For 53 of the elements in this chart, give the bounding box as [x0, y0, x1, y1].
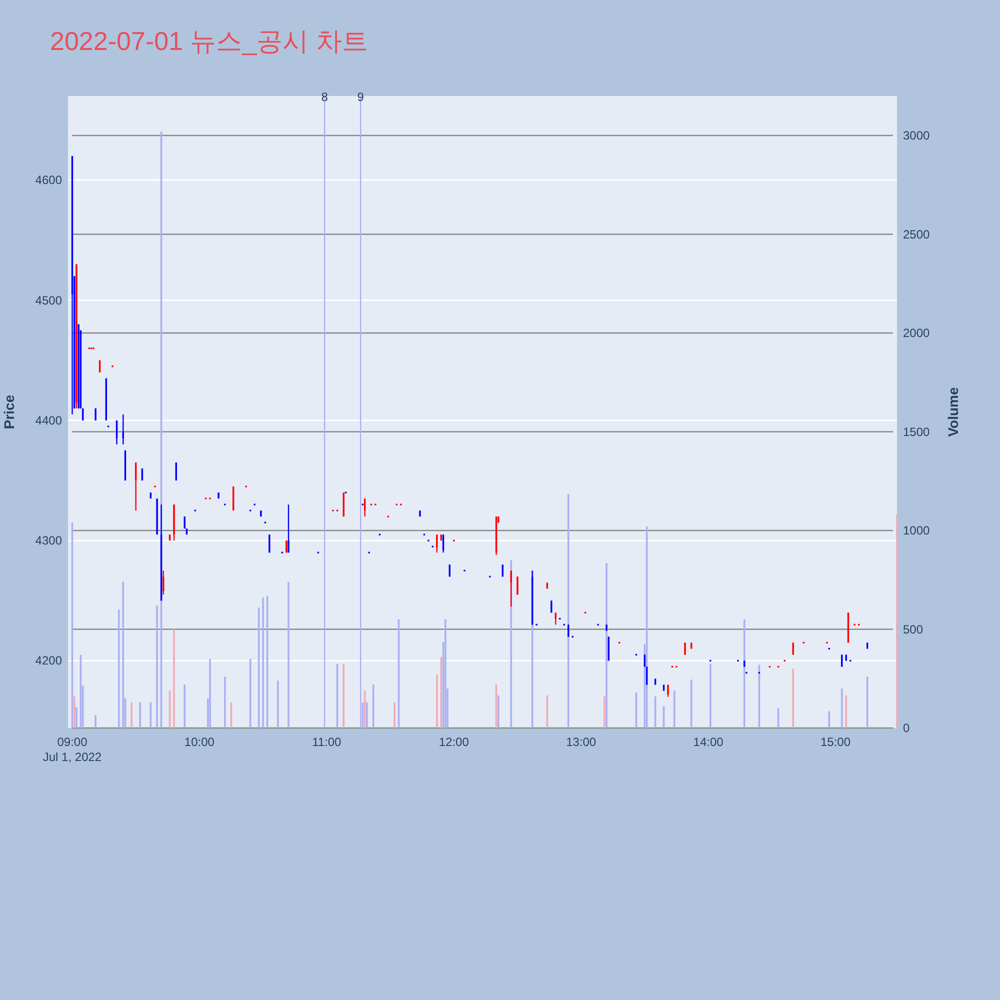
x-tick-label: 09:00 Jul 1, 2022 — [42, 735, 102, 764]
candlestick — [436, 534, 438, 554]
candlestick — [550, 600, 552, 614]
candlestick — [644, 654, 646, 668]
candlestick — [141, 468, 144, 482]
y-tick-label: 4600 — [35, 173, 62, 188]
x-tick-label: 11:00 — [312, 735, 342, 749]
y2-axis-title: Volume — [945, 387, 961, 437]
ref-line-label: 8 — [321, 90, 328, 104]
candlestick — [841, 654, 843, 668]
candlestick — [684, 642, 686, 656]
y-tick-label: 4500 — [35, 293, 62, 308]
candlestick — [82, 408, 84, 422]
candlestick — [286, 540, 288, 554]
y2-tick-label: 0 — [903, 721, 910, 735]
x-tick-label: 14:00 — [693, 735, 724, 749]
candlestick — [568, 624, 570, 638]
candlestick — [646, 666, 648, 686]
y-tick-label: 4300 — [35, 534, 62, 548]
candlestick — [516, 576, 518, 596]
x-tick-label: 15:00 — [820, 735, 851, 749]
candlestick — [268, 534, 270, 554]
y2-tick-label: 500 — [903, 622, 924, 636]
x-tick-label: 12:00 — [438, 735, 470, 749]
candlestick — [98, 360, 101, 373]
x-tick-label: 13:00 — [566, 735, 596, 749]
candlestick — [156, 498, 158, 536]
y2-tick-label: 1500 — [903, 424, 930, 439]
y-axis-title: Price — [1, 394, 17, 430]
candlestick — [94, 408, 96, 422]
y-tick-label: 4400 — [35, 413, 62, 428]
y-tick-label: 4200 — [35, 654, 62, 668]
y2-tick-label: 2000 — [903, 326, 930, 340]
candlestick — [260, 510, 262, 518]
candlestick — [76, 264, 78, 409]
x-tick-label: 10:00 — [184, 735, 215, 749]
chart-title: 2022-07-01 뉴스_공시 차트 — [50, 26, 368, 56]
candlestick — [184, 516, 186, 530]
candlestick — [448, 564, 450, 578]
y2-tick-label: 2500 — [903, 227, 930, 242]
y2-tick-label: 3000 — [903, 128, 930, 142]
ref-line-label: 9 — [357, 90, 364, 104]
candlestick — [162, 570, 164, 596]
candlestick — [288, 504, 290, 554]
candlestick — [667, 684, 669, 698]
candlestick — [502, 564, 504, 578]
y2-tick-label: 1000 — [903, 524, 930, 538]
candlestick — [419, 510, 421, 518]
candlestick — [606, 624, 608, 632]
candlestick — [792, 642, 794, 656]
candlestick — [175, 462, 177, 482]
candlestick — [173, 504, 175, 542]
candlestick — [218, 492, 220, 500]
